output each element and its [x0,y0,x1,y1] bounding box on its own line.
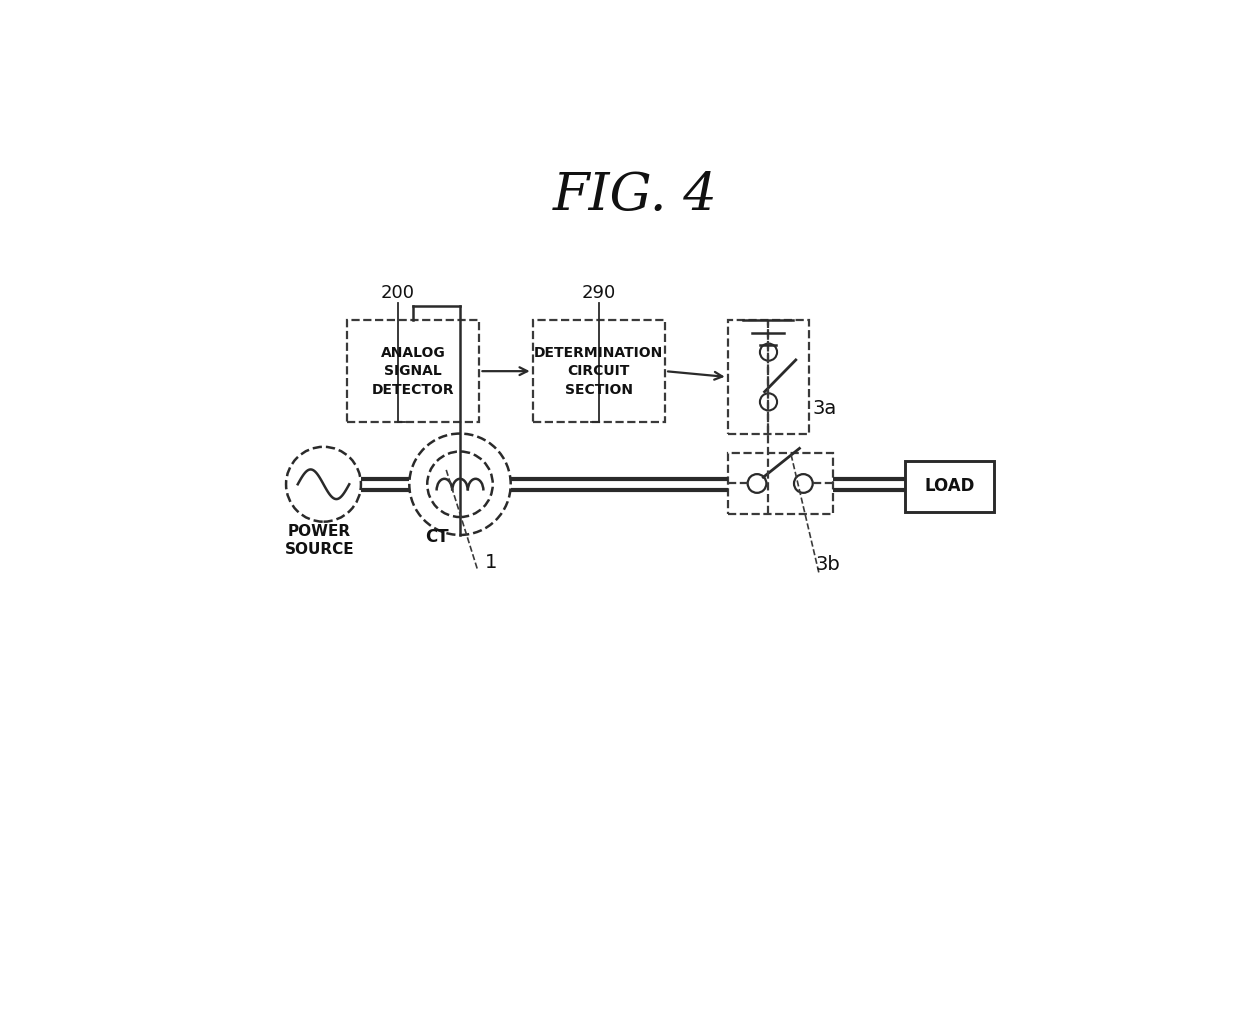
Text: 200: 200 [381,285,414,302]
Text: 3a: 3a [812,399,837,418]
Text: DETERMINATION
CIRCUIT
SECTION: DETERMINATION CIRCUIT SECTION [534,345,663,396]
Text: CT: CT [425,528,449,546]
Text: FIG. 4: FIG. 4 [553,170,718,221]
Text: LOAD: LOAD [924,477,975,495]
Bar [905,461,994,512]
Bar [347,320,480,421]
Text: 3b: 3b [816,555,841,574]
Bar [532,320,665,421]
Text: 1: 1 [485,553,497,571]
Bar [728,453,833,514]
Text: POWER
SOURCE: POWER SOURCE [285,524,355,557]
Text: ANALOG
SIGNAL
DETECTOR: ANALOG SIGNAL DETECTOR [372,345,455,396]
Text: 290: 290 [582,285,616,302]
Bar [728,320,810,434]
